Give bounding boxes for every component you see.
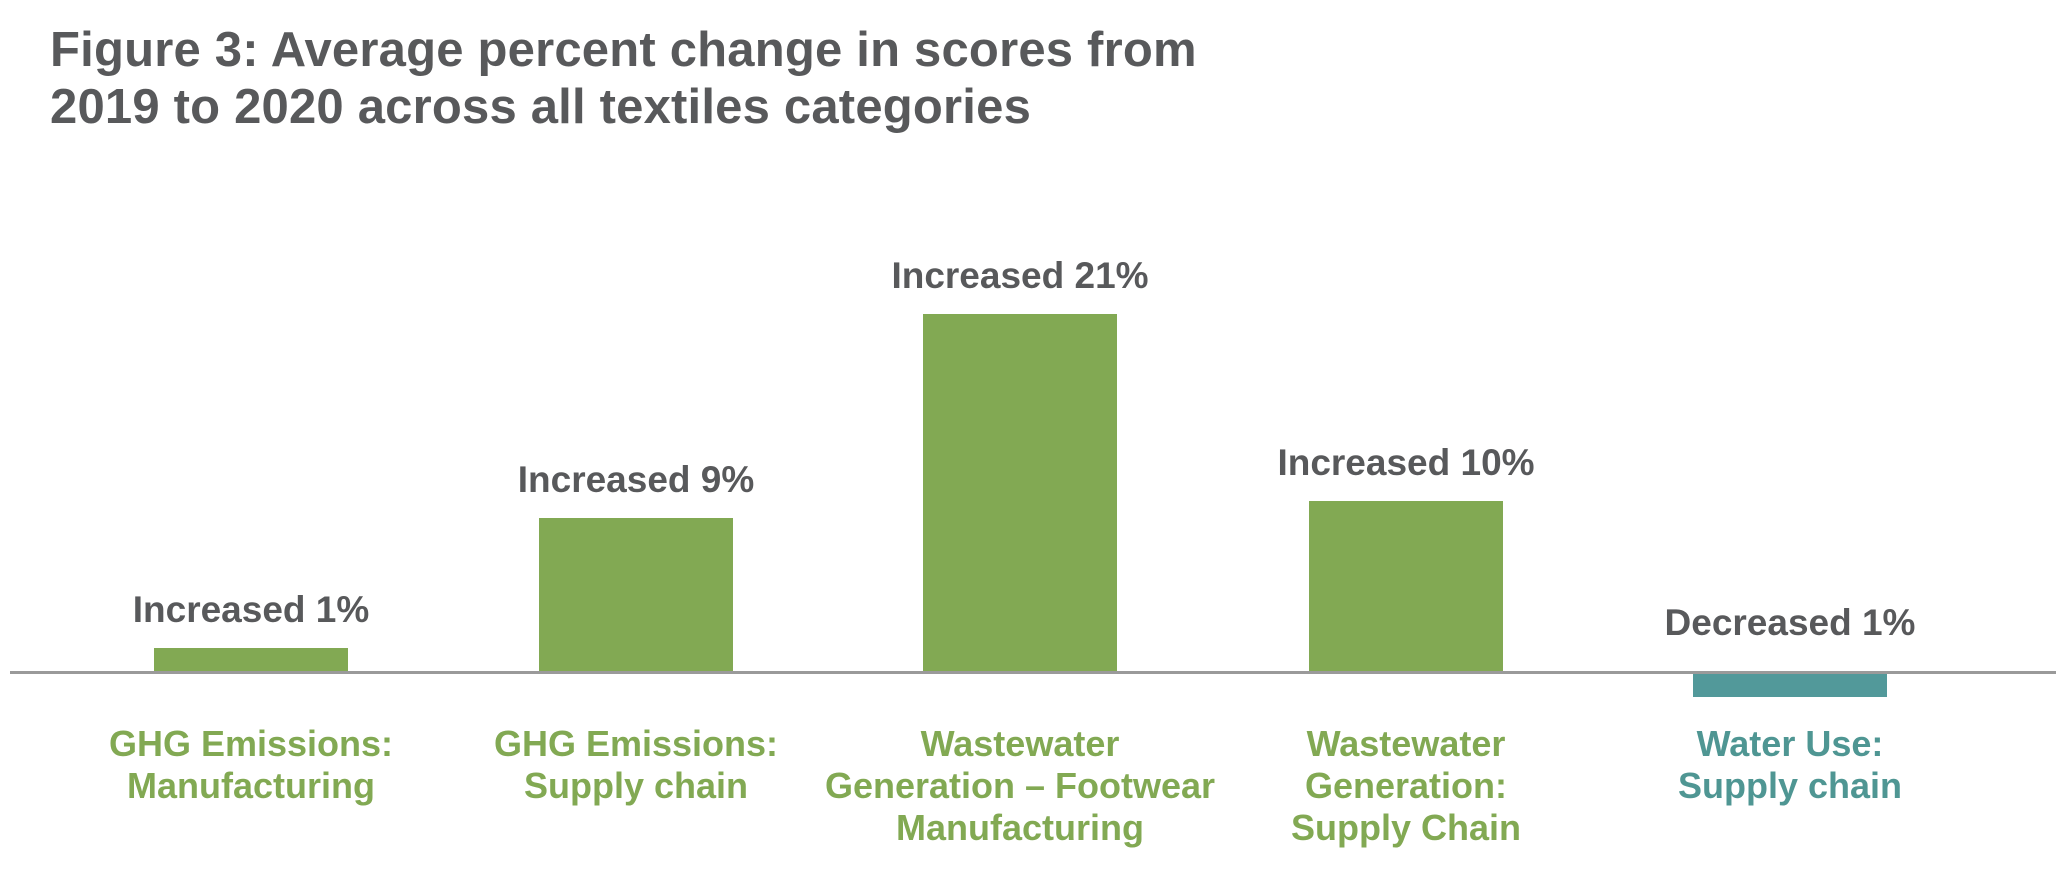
category-label-line: Water Use:: [1696, 723, 1884, 764]
category-label-water-use-supply-chain: Water Use: Supply chain: [1540, 723, 2040, 807]
category-label-ghg-emissions-manufacturing: GHG Emissions: Manufacturing: [1, 723, 501, 807]
bar-ghg-emissions-manufacturing: [154, 648, 348, 671]
category-label-line: Wastewater: [920, 723, 1120, 764]
bar-value-label: Increased 1%: [132, 589, 370, 630]
bar-ghg-emissions-supply-chain: [539, 518, 733, 671]
bar-value-label: Decreased 1%: [1664, 602, 1916, 643]
category-label-line: Manufacturing: [896, 807, 1144, 848]
category-label-line: Generation:: [1304, 765, 1508, 806]
category-label-wastewater-footwear-manufacturing: Wastewater Generation – Footwear Manufac…: [770, 723, 1270, 849]
category-label-line: Generation – Footwear: [824, 765, 1216, 806]
category-label-line: Supply chain: [523, 765, 749, 806]
category-label-line: GHG Emissions:: [108, 723, 394, 764]
x-axis-line: [10, 671, 2056, 674]
category-label-line: Manufacturing: [127, 765, 375, 806]
chart-title-line-2: 2019 to 2020 across all textiles categor…: [50, 80, 1032, 134]
category-label-line: Wastewater: [1306, 723, 1506, 764]
chart-title: Figure 3: Average percent change in scor…: [50, 22, 1197, 136]
category-label-line: Supply chain: [1677, 765, 1903, 806]
category-label-ghg-emissions-supply-chain: GHG Emissions: Supply chain: [386, 723, 886, 807]
category-label-line: Supply Chain: [1290, 807, 1521, 848]
chart-title-line-1: Figure 3: Average percent change in scor…: [50, 23, 1197, 77]
bar-value-label: Increased 10%: [1277, 442, 1535, 483]
category-label-line: GHG Emissions:: [493, 723, 779, 764]
bar-water-use-supply-chain: [1693, 674, 1887, 697]
bar-wastewater-generation-supply-chain: [1309, 501, 1503, 671]
bar-wastewater-generation-footwear-manufacturing: [923, 314, 1117, 671]
category-label-wastewater-supply-chain: Wastewater Generation: Supply Chain: [1156, 723, 1656, 849]
bar-value-label: Increased 9%: [517, 459, 755, 500]
bar-value-label: Increased 21%: [891, 255, 1149, 296]
